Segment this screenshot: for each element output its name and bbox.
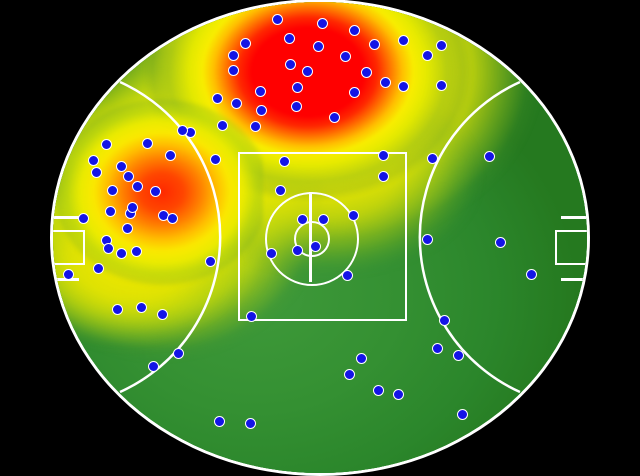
goal-square-right: [555, 230, 587, 265]
centre-square: [238, 152, 407, 321]
fifty-metre-arcs: [119, 80, 521, 394]
inner-centre-circle: [294, 221, 330, 257]
behind-line-right-bottom: [561, 278, 587, 281]
goal-square-left: [53, 230, 85, 265]
behind-line-right-top: [561, 216, 587, 219]
behind-line-left-top: [53, 216, 79, 219]
behind-line-left-bottom: [53, 278, 79, 281]
centre-line: [309, 192, 312, 282]
afl-oval-ground: [53, 2, 587, 473]
centre-circle: [265, 192, 359, 286]
